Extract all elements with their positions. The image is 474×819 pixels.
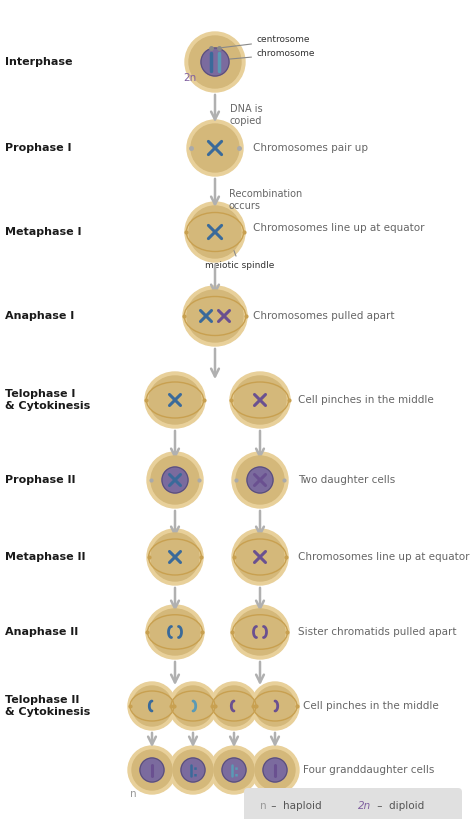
Text: Metaphase I: Metaphase I [5,227,82,237]
Ellipse shape [232,452,288,508]
Text: Cell pinches in the middle: Cell pinches in the middle [303,701,439,711]
Ellipse shape [214,686,254,726]
Ellipse shape [173,686,213,726]
Text: –  diploid: – diploid [374,801,424,811]
Ellipse shape [146,605,204,659]
Circle shape [222,758,246,782]
Ellipse shape [189,36,241,88]
Ellipse shape [183,286,247,346]
Ellipse shape [189,206,241,258]
Circle shape [181,758,205,782]
Ellipse shape [214,750,254,790]
Ellipse shape [185,32,245,92]
Text: Two daughter cells: Two daughter cells [298,475,395,485]
Ellipse shape [187,120,243,176]
Ellipse shape [147,529,203,585]
Text: Prophase I: Prophase I [5,143,72,153]
Text: n: n [260,801,266,811]
Ellipse shape [151,533,199,581]
Ellipse shape [210,746,258,794]
Text: Cell pinches in the middle: Cell pinches in the middle [298,395,434,405]
Circle shape [263,758,287,782]
Ellipse shape [132,686,172,726]
Ellipse shape [191,124,239,172]
Ellipse shape [187,290,243,342]
Ellipse shape [128,746,176,794]
Text: Chromosomes pair up: Chromosomes pair up [253,143,368,153]
Ellipse shape [128,682,176,730]
Text: centrosome: centrosome [222,35,310,48]
Text: Telophase II
& Cytokinesis: Telophase II & Cytokinesis [5,695,90,717]
Ellipse shape [210,682,258,730]
Text: Anaphase II: Anaphase II [5,627,78,637]
Text: –  haploid: – haploid [268,801,322,811]
Ellipse shape [255,750,295,790]
Circle shape [162,467,188,493]
Text: Sister chromatids pulled apart: Sister chromatids pulled apart [298,627,456,637]
Ellipse shape [234,376,286,424]
Text: Recombination
occurs: Recombination occurs [229,189,302,210]
Text: 2n: 2n [358,801,371,811]
Ellipse shape [236,533,284,581]
Ellipse shape [251,682,299,730]
Circle shape [247,467,273,493]
Ellipse shape [251,746,299,794]
Text: Four granddaughter cells: Four granddaughter cells [303,765,434,775]
Ellipse shape [169,682,217,730]
Text: Metaphase II: Metaphase II [5,552,85,562]
Ellipse shape [255,686,295,726]
Text: meiotic spindle: meiotic spindle [205,251,274,270]
Text: Chromosomes line up at equator: Chromosomes line up at equator [253,223,425,233]
Text: chromosome: chromosome [222,49,316,60]
Circle shape [201,48,229,76]
Ellipse shape [147,452,203,508]
Ellipse shape [230,372,290,428]
FancyBboxPatch shape [244,788,462,819]
Ellipse shape [232,529,288,585]
Ellipse shape [132,750,172,790]
Ellipse shape [149,376,201,424]
Ellipse shape [151,456,199,504]
Circle shape [140,758,164,782]
Ellipse shape [169,746,217,794]
Ellipse shape [173,750,213,790]
Text: Interphase: Interphase [5,57,73,67]
Ellipse shape [145,372,205,428]
Text: DNA is
copied: DNA is copied [230,104,263,126]
Text: Telophase I
& Cytokinesis: Telophase I & Cytokinesis [5,389,90,411]
Text: Chromosomes pulled apart: Chromosomes pulled apart [253,311,394,321]
Ellipse shape [150,609,200,655]
Ellipse shape [235,609,285,655]
Text: Prophase II: Prophase II [5,475,75,485]
Text: Chromosomes line up at equator: Chromosomes line up at equator [298,552,470,562]
Text: n: n [130,789,137,799]
Text: 2n: 2n [183,73,196,83]
Ellipse shape [185,202,245,262]
Ellipse shape [231,605,289,659]
Text: Anaphase I: Anaphase I [5,311,74,321]
Ellipse shape [236,456,284,504]
